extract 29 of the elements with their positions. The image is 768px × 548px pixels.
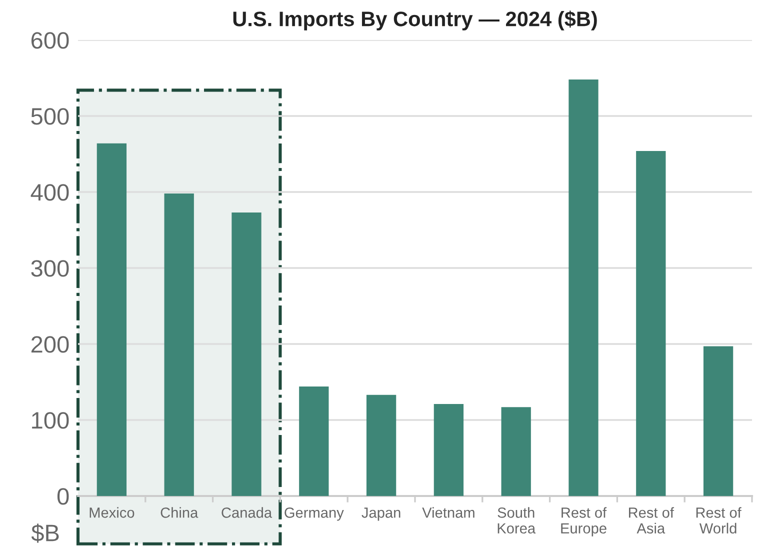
y-tick-label: 200: [31, 336, 69, 353]
x-tick-label: Canada: [222, 507, 272, 518]
y-tick-label: 300: [31, 260, 69, 277]
x-tick-label: Mexico: [90, 507, 134, 518]
y-tick-label: 600: [31, 32, 69, 49]
x-tick-label: Germany: [284, 507, 344, 521]
y-tick-label: 400: [30, 184, 69, 201]
x-tick-label: Japan: [362, 508, 400, 521]
bar: [501, 407, 531, 496]
bar: [568, 80, 598, 496]
x-tick-label: Rest of Europe: [561, 507, 607, 536]
x-tick-label: Rest of World: [696, 507, 742, 534]
bar: [703, 346, 734, 496]
bar: [636, 150, 666, 496]
y-tick-label: 0: [57, 488, 69, 505]
bar: [164, 194, 194, 496]
x-tick-label: Vietnam: [422, 507, 474, 518]
bar: [232, 212, 262, 496]
y-tick-label: 500: [31, 108, 69, 125]
bar: [434, 404, 464, 496]
chart-title: U.S. Imports By Country — 2024 ($B): [233, 10, 597, 30]
x-tick-label: Rest of Asia: [629, 507, 674, 534]
y-axis-title: $B: [31, 524, 59, 543]
x-tick-label: South Korea: [498, 507, 536, 534]
bar: [96, 143, 127, 496]
x-tick-label: China: [160, 507, 198, 518]
bar: [366, 394, 396, 496]
y-tick-label: 100: [32, 412, 69, 429]
bar: [299, 386, 329, 496]
